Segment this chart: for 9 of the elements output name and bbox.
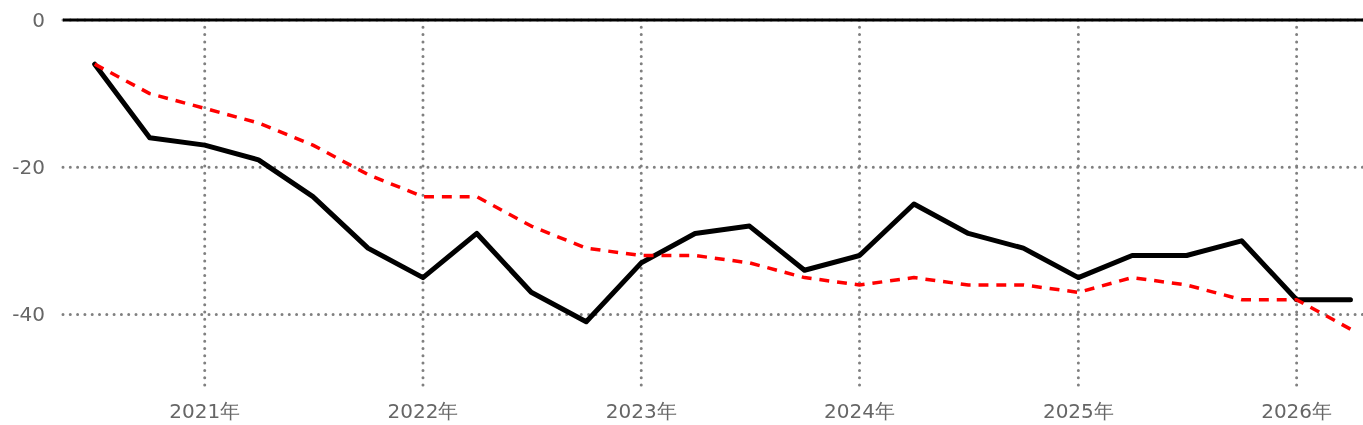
x-tick-label: 2024年	[824, 399, 895, 423]
y-tick-label: -40	[12, 302, 45, 327]
x-tick-label: 2022年	[387, 399, 459, 423]
x-tick-label: 2023年	[605, 399, 677, 423]
x-tick-label: 2025年	[1042, 399, 1114, 423]
y-tick-label: 0	[32, 8, 45, 32]
y-tick-label: -20	[12, 155, 45, 180]
x-tick-label: 2021年	[169, 399, 241, 423]
x-tick-label: 2026年	[1261, 399, 1333, 423]
